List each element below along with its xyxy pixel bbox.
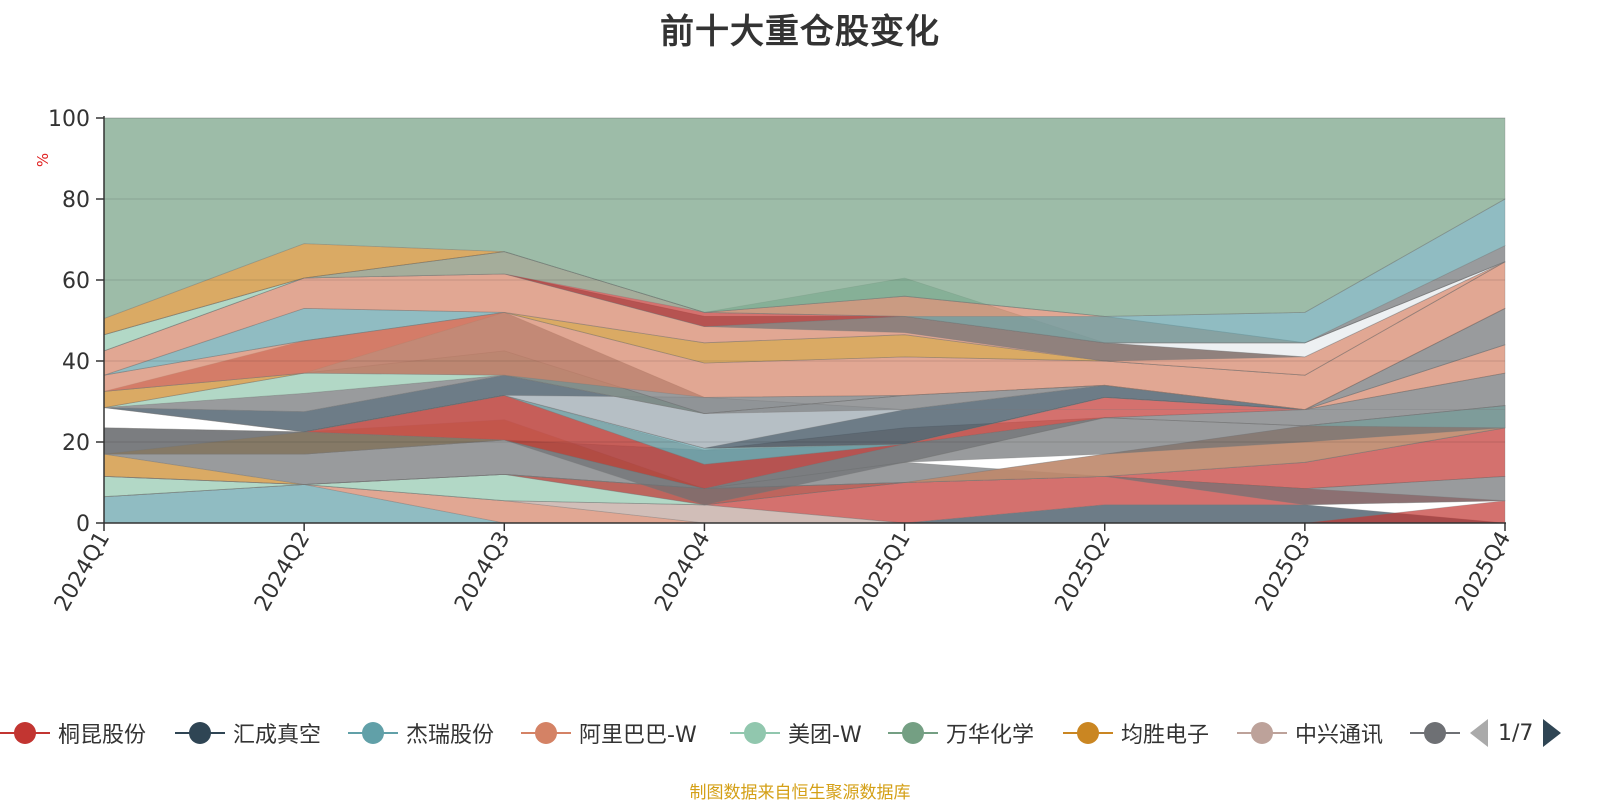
chart-title: 前十大重仓股变化 [660,12,940,52]
x-tick-label: 2024Q1 [50,528,115,616]
legend-marker-icon [0,718,50,748]
x-tick-label: 2025Q2 [1051,528,1116,616]
legend-next-page-icon[interactable] [1543,719,1562,747]
legend-item[interactable]: 美团-W [730,715,862,751]
legend-label: 美团-W [788,723,862,748]
legend-item[interactable]: 万华化学 [888,715,1034,751]
legend-label: 阿里巴巴-W [579,723,697,748]
legend-marker-icon [521,718,571,748]
y-tick-label: 80 [62,188,90,213]
legend-pager: 1/7 [1470,715,1562,751]
legend-item[interactable]: 中兴通讯 [1237,715,1383,751]
x-axis-ticks: 2024Q1 2024Q2 2024Q3 2024Q4 2025Q1 2025Q2 2025… [50,523,1516,616]
legend-label: 中兴通讯 [1295,723,1384,748]
legend: 桐昆股份 汇成真空 杰瑞股份 阿里巴巴-W 美团-W 万华化学 均胜电子 中兴通讯 1/7 [0,715,1600,751]
legend-item[interactable]: 桐昆股份 [0,715,146,751]
y-tick-label: 40 [62,350,90,375]
legend-marker-icon [1063,718,1113,748]
grid-lines [104,117,1505,443]
area-layer-45 [103,117,1506,320]
area-layer-25 [103,394,1505,449]
axes [103,116,1506,524]
legend-marker-icon [348,718,398,748]
legend-label: 桐昆股份 [58,723,147,748]
legend-marker-icon [175,718,225,748]
x-tick-label: 2025Q3 [1251,528,1316,616]
x-tick-label: 2025Q1 [850,528,915,616]
legend-item[interactable]: 杰瑞股份 [348,715,494,751]
x-tick-label: 2025Q4 [1451,528,1516,616]
legend-label: 均胜电子 [1121,723,1210,748]
y-tick-label: 60 [62,269,90,294]
legend-label: 杰瑞股份 [406,723,495,748]
legend-prev-page-icon[interactable] [1470,719,1488,747]
y-axis-unit-label: % [34,153,52,167]
legend-marker-icon [730,718,780,748]
legend-label: 汇成真空 [233,723,322,748]
x-tick-label: 2024Q4 [650,528,715,616]
area-layer-10 [103,427,1506,506]
data-source-note: 制图数据来自恒生聚源数据库 [689,783,911,803]
area-layer-5 [103,484,1505,524]
x-tick-label: 2024Q2 [250,528,315,616]
x-tick-label: 2024Q3 [450,528,515,616]
legend-item[interactable] [1410,715,1460,751]
area-layer-26 [103,307,1506,415]
legend-marker-icon [1237,718,1287,748]
legend-item[interactable]: 阿里巴巴-W [521,715,697,751]
area-layer-43 [103,198,1506,344]
y-tick-label: 20 [62,431,90,456]
y-axis-ticks: 0 20 40 60 80 100 [48,107,104,537]
area-layer-42 [103,244,1506,344]
legend-item[interactable]: 均胜电子 [1063,715,1209,751]
legend-page-indicator: 1/7 [1498,720,1534,746]
y-tick-label: 100 [48,107,90,132]
area-layer-22 [103,344,1506,449]
y-tick-label: 0 [76,512,90,537]
legend-item[interactable]: 汇成真空 [175,715,321,751]
legend-label: 万华化学 [946,723,1035,748]
area-layer-7 [103,475,1506,506]
legend-marker-icon [1410,718,1460,748]
area-layers [103,117,1506,524]
legend-marker-icon [888,718,938,748]
